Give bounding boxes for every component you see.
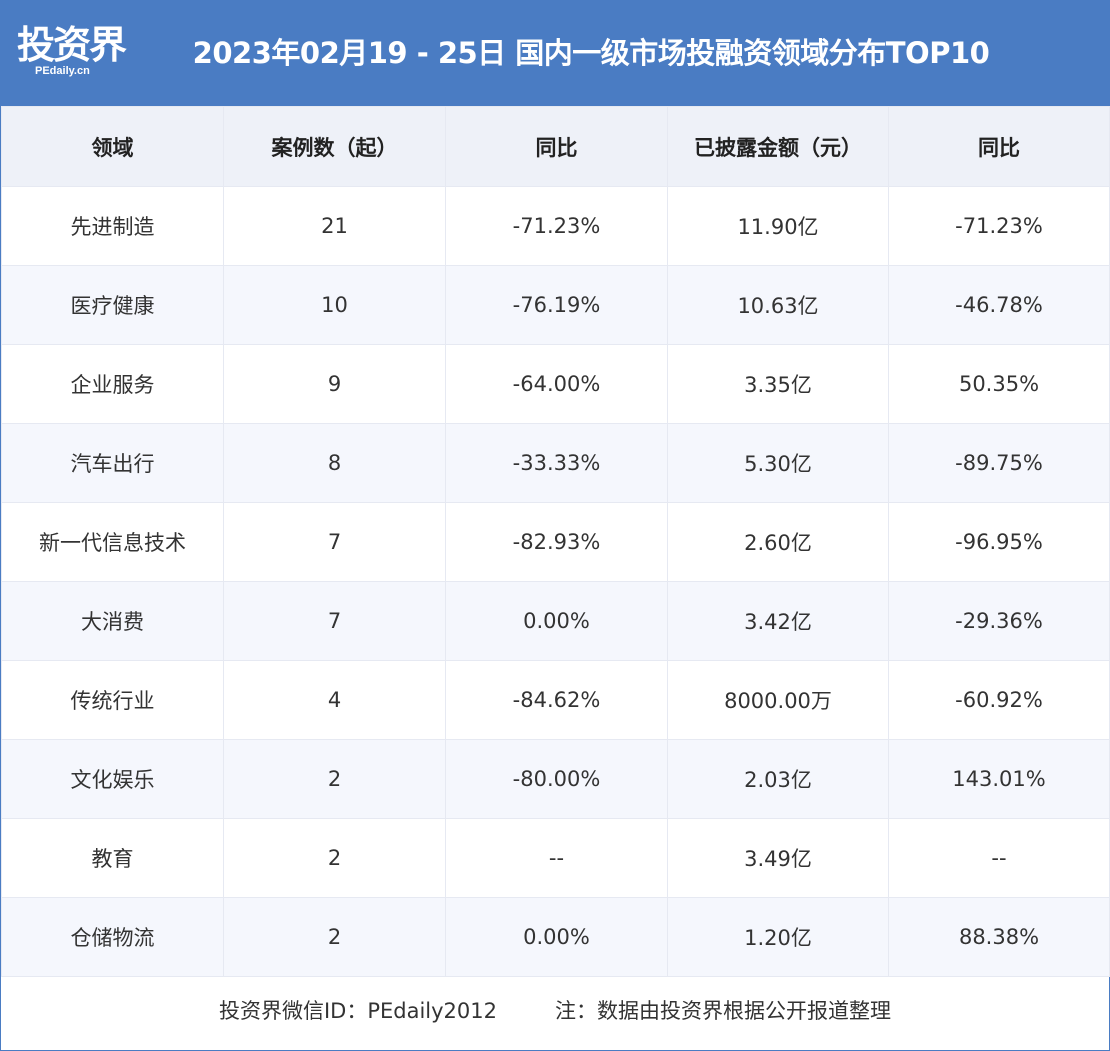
amount-cell: 2.03亿	[667, 739, 889, 819]
amount-cell: 3.49亿	[667, 818, 889, 898]
case-yoy-cell: -82.93%	[445, 502, 668, 582]
amount-yoy-cell: 88.38%	[888, 897, 1110, 977]
table-row: 大消费 7 0.00% 3.42亿 -29.36%	[1, 581, 1110, 661]
amount-cell: 5.30亿	[667, 423, 889, 503]
amount-cell: 10.63亿	[667, 265, 889, 345]
amount-yoy-cell: -29.36%	[888, 581, 1110, 661]
case-count-cell: 8	[223, 423, 446, 503]
table-row: 企业服务 9 -64.00% 3.35亿 50.35%	[1, 344, 1110, 424]
amount-yoy-cell: -89.75%	[888, 423, 1110, 503]
sector-cell: 新一代信息技术	[1, 502, 224, 582]
sector-cell: 大消费	[1, 581, 224, 661]
title-banner: 投资界 PEdaily.cn 2023年02月19 - 25日 国内一级市场投融…	[1, 1, 1109, 106]
table-row: 先进制造 21 -71.23% 11.90亿 -71.23%	[1, 186, 1110, 266]
sector-cell: 教育	[1, 818, 224, 898]
column-header-case-count: 案例数（起）	[223, 106, 446, 187]
case-yoy-cell: -71.23%	[445, 186, 668, 266]
sector-cell: 仓储物流	[1, 897, 224, 977]
column-header-sector: 领域	[1, 106, 224, 187]
sector-cell: 文化娱乐	[1, 739, 224, 819]
case-count-cell: 2	[223, 739, 446, 819]
amount-cell: 3.35亿	[667, 344, 889, 424]
sector-cell: 传统行业	[1, 660, 224, 740]
case-count-cell: 7	[223, 581, 446, 661]
case-yoy-cell: -76.19%	[445, 265, 668, 345]
page-title: 2023年02月19 - 25日 国内一级市场投融资领域分布TOP10	[192, 36, 990, 70]
sector-cell: 医疗健康	[1, 265, 224, 345]
sector-table: 领域 案例数（起） 同比 已披露金额（元） 同比 先进制造 21 -71.23% 11…	[1, 106, 1110, 977]
column-header-amount-yoy: 同比	[888, 106, 1110, 187]
case-count-cell: 10	[223, 265, 446, 345]
sector-cell: 先进制造	[1, 186, 224, 266]
amount-yoy-cell: --	[888, 818, 1110, 898]
pedaily-logo: 投资界 PEdaily.cn	[17, 23, 129, 83]
amount-cell: 11.90亿	[667, 186, 889, 266]
table-row: 文化娱乐 2 -80.00% 2.03亿 143.01%	[1, 739, 1110, 819]
column-header-case-yoy: 同比	[445, 106, 668, 187]
sector-cell: 汽车出行	[1, 423, 224, 503]
logo-domain: PEdaily.cn	[35, 65, 90, 77]
case-yoy-cell: -84.62%	[445, 660, 668, 740]
case-count-cell: 21	[223, 186, 446, 266]
case-yoy-cell: --	[445, 818, 668, 898]
sector-cell: 企业服务	[1, 344, 224, 424]
table-row: 传统行业 4 -84.62% 8000.00万 -60.92%	[1, 660, 1110, 740]
case-count-cell: 2	[223, 818, 446, 898]
table-header-row: 领域 案例数（起） 同比 已披露金额（元） 同比	[1, 106, 1110, 187]
case-yoy-cell: 0.00%	[445, 897, 668, 977]
case-count-cell: 4	[223, 660, 446, 740]
table-row: 汽车出行 8 -33.33% 5.30亿 -89.75%	[1, 423, 1110, 503]
table-row: 仓储物流 2 0.00% 1.20亿 88.38%	[1, 897, 1110, 977]
amount-cell: 1.20亿	[667, 897, 889, 977]
footer-source-note: 注：数据由投资界根据公开报道整理	[555, 999, 892, 1023]
table-row: 教育 2 -- 3.49亿 --	[1, 818, 1110, 898]
logo-wordmark: 投资界	[17, 22, 127, 67]
amount-yoy-cell: -96.95%	[888, 502, 1110, 582]
column-header-amount: 已披露金额（元）	[667, 106, 889, 187]
case-count-cell: 7	[223, 502, 446, 582]
footer-wechat-id: 投资界微信ID：PEdaily2012	[218, 999, 498, 1023]
case-yoy-cell: -33.33%	[445, 423, 668, 503]
amount-yoy-cell: 143.01%	[888, 739, 1110, 819]
case-count-cell: 9	[223, 344, 446, 424]
case-count-cell: 2	[223, 897, 446, 977]
case-yoy-cell: -80.00%	[445, 739, 668, 819]
footer-note: 投资界微信ID：PEdaily2012 注：数据由投资界根据公开报道整理	[1, 973, 1109, 1050]
amount-cell: 8000.00万	[667, 660, 889, 740]
amount-cell: 2.60亿	[667, 502, 889, 582]
amount-yoy-cell: 50.35%	[888, 344, 1110, 424]
amount-cell: 3.42亿	[667, 581, 889, 661]
case-yoy-cell: 0.00%	[445, 581, 668, 661]
amount-yoy-cell: -71.23%	[888, 186, 1110, 266]
amount-yoy-cell: -60.92%	[888, 660, 1110, 740]
table-row: 新一代信息技术 7 -82.93% 2.60亿 -96.95%	[1, 502, 1110, 582]
amount-yoy-cell: -46.78%	[888, 265, 1110, 345]
table-row: 医疗健康 10 -76.19% 10.63亿 -46.78%	[1, 265, 1110, 345]
case-yoy-cell: -64.00%	[445, 344, 668, 424]
